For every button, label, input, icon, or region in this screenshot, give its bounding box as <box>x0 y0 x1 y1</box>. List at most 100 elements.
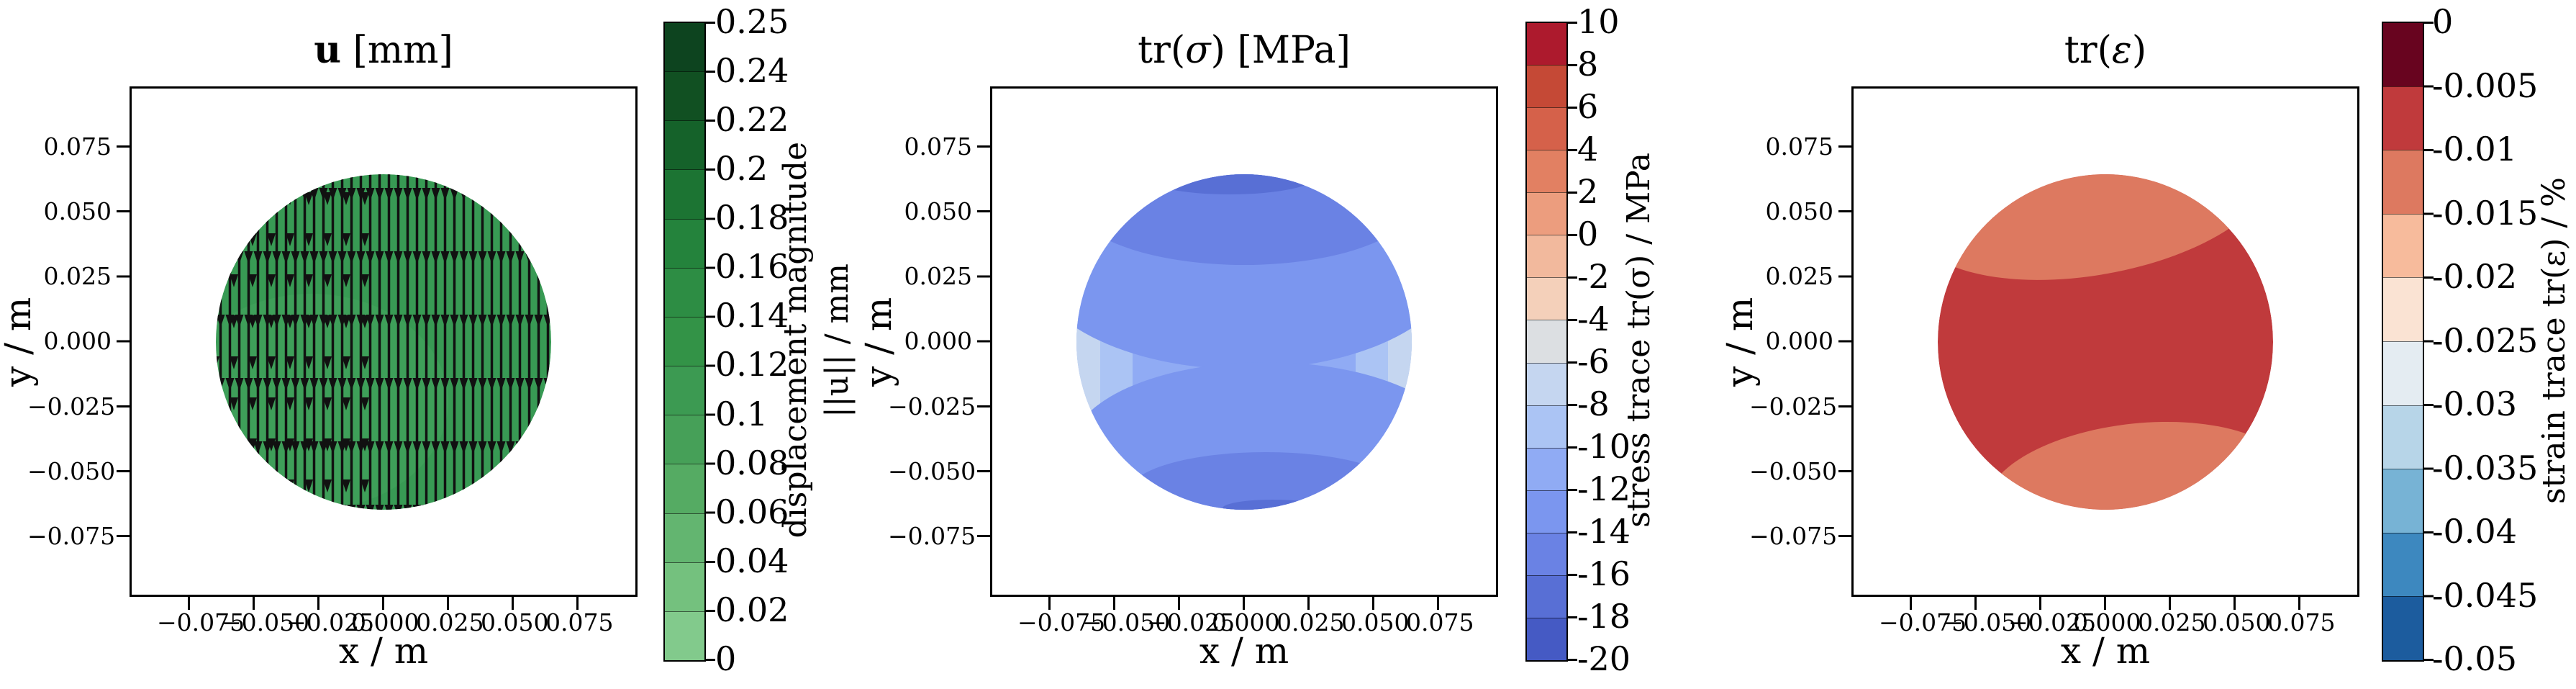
colorbar-segment <box>2383 469 2423 533</box>
y-tick-label: 0.075 <box>43 132 112 161</box>
x-tick-label: 0.025 <box>1276 608 1345 636</box>
x-tick-labels: −0.075 −0.050 −0.025 0.000 0.025 0.050 0.075 <box>1879 607 2335 639</box>
y-tick-label: 0.050 <box>1765 197 1833 226</box>
y-tick-label: −0.075 <box>888 521 976 550</box>
colorbar-tick-label: -0.035 <box>2432 448 2539 487</box>
x-tick-label: 0.050 <box>1341 608 1410 636</box>
title-pre: tr( <box>1138 29 1186 72</box>
colorbar-stress <box>1525 22 1568 662</box>
colorbar-tick-label: -0.05 <box>2432 639 2517 678</box>
colorbar-segment <box>665 23 704 72</box>
axes-displacement <box>130 86 638 597</box>
colorbar-tick-label: 0.12 <box>715 345 789 384</box>
stress-disk <box>1076 174 1412 510</box>
colorbar-displacement-label: displacement magnitude ||u|| / mm <box>777 4 856 676</box>
colorbar-segment <box>2383 341 2423 405</box>
x-tick-label: 0.000 <box>351 608 419 636</box>
y-tick-label: 0.025 <box>1765 262 1833 291</box>
colorbar-tick-label: 2 <box>1577 172 1599 211</box>
x-tick-marks <box>1048 597 1440 610</box>
colorbar-segment <box>1527 532 1566 575</box>
y-axis-label: y / m <box>858 297 899 387</box>
colorbar-segment <box>2383 23 2423 86</box>
colorbar-tick-label: 0.1 <box>715 394 768 433</box>
colorbar-segment <box>1527 65 1566 108</box>
colorbar-segment <box>665 120 704 170</box>
colorbar-strain <box>2382 22 2424 662</box>
colorbar-segment <box>2383 150 2423 214</box>
colorbar-tick-label: 6 <box>1577 87 1599 126</box>
colorbar-axis-label: stress trace tr(σ) / MPa <box>1620 153 1657 528</box>
colorbar-tick-label: -16 <box>1577 554 1631 593</box>
colorbar-tick-label: 0.08 <box>715 443 789 482</box>
colorbar-tick-label: -12 <box>1577 469 1631 508</box>
colorbar-segment <box>2383 213 2423 278</box>
colorbar-segment <box>2383 405 2423 469</box>
colorbar-tick-label: 0.22 <box>715 100 789 140</box>
y-tick-marks <box>1838 145 1851 539</box>
panel-strain-trace: tr(ε) −0.075 −0.050 −0.025 0.000 0.025 0.050 0… <box>1719 0 2359 689</box>
colorbar-segment <box>2383 532 2423 597</box>
colorbar-tick-label: -10 <box>1577 427 1631 466</box>
colorbar-segment <box>1527 362 1566 405</box>
x-tick-label: 0.075 <box>1406 608 1474 636</box>
x-tick-label: 0.025 <box>2138 608 2206 636</box>
colorbar-strain-tick-labels: 0 -0.005 -0.01 -0.015 -0.02 -0.025 -0.03 -0.035… <box>2432 4 2538 676</box>
panel-displacement: u [mm] <box>0 0 638 689</box>
colorbar-segment <box>1527 192 1566 235</box>
y-tick-label: 0.000 <box>904 327 972 356</box>
colorbar-displacement <box>663 22 706 662</box>
colorbar-tick-label: -18 <box>1577 597 1631 636</box>
colorbar-segment <box>665 71 704 121</box>
colorbar-segment <box>1527 235 1566 278</box>
strain-disk <box>1938 174 2273 510</box>
title-post: ) <box>2131 29 2147 72</box>
y-tick-labels: 0.075 0.050 0.025 0.000 −0.025 −0.050 −0.075 <box>27 114 116 569</box>
colorbar-strain-ticks <box>2423 22 2434 662</box>
colorbar-segment <box>665 169 704 219</box>
y-tick-marks <box>117 145 130 539</box>
y-tick-label: 0.000 <box>1765 327 1833 356</box>
colorbar-stress-tick-labels: 10 8 6 4 2 0 -2 -4 -6 -8 -10 -12 -14 -16 -18 -20 <box>1577 4 1631 676</box>
x-tick-label: 0.000 <box>2073 608 2141 636</box>
y-tick-label: 0.050 <box>904 197 972 226</box>
title-symbol: ε <box>2111 29 2132 72</box>
y-tick-label: 0.050 <box>43 197 112 226</box>
y-tick-label: −0.025 <box>27 392 116 420</box>
colorbar-segment <box>1527 277 1566 320</box>
x-tick-labels: −0.075 −0.050 −0.025 0.000 0.025 0.050 0.075 <box>157 607 613 639</box>
title-post: ) [MPa] <box>1210 29 1351 72</box>
panel-displacement-title: u [mm] <box>130 30 638 71</box>
colorbar-segment <box>665 415 704 464</box>
colorbar-segment <box>665 267 704 317</box>
panel-strain-title: tr(ε) <box>1851 30 2359 71</box>
colorbar-tick-label: 0.25 <box>715 2 789 41</box>
colorbar-tick-label: 4 <box>1577 130 1599 168</box>
panel-stress-title: tr(σ) [MPa] <box>990 30 1498 71</box>
x-axis-label: x / m <box>1199 630 1289 672</box>
colorbar-strain-label: strain trace tr(ε) / % <box>2536 4 2572 676</box>
colorbar-tick-label: 0.2 <box>715 149 768 189</box>
top-darker-band <box>1076 174 1412 265</box>
colorbar-tick-label: -0.01 <box>2432 130 2517 168</box>
title-post: [mm] <box>341 29 453 72</box>
title-symbol: u <box>314 28 342 72</box>
x-tick-marks <box>1910 597 2301 610</box>
top-salmon-lens <box>1938 174 2273 280</box>
colorbar-tick-label: 0.06 <box>715 492 789 531</box>
panel-stress-trace: tr(σ) [MPa] −0 <box>858 0 1498 689</box>
displacement-contour-plot <box>216 174 551 510</box>
y-tick-label: 0.075 <box>1765 132 1833 161</box>
x-axis-label: x / m <box>338 630 429 672</box>
colorbar-segment <box>665 218 704 268</box>
y-tick-label: 0.075 <box>904 132 972 161</box>
colorbar-tick-label: -14 <box>1577 512 1631 551</box>
y-tick-label: −0.050 <box>27 456 116 485</box>
y-tick-marks <box>977 145 990 539</box>
colorbar-tick-label: -8 <box>1577 384 1610 423</box>
colorbar-segment <box>1527 575 1566 618</box>
y-axis-label: y / m <box>0 297 39 387</box>
colorbar-segment <box>665 611 704 661</box>
right-lightest-band <box>1388 174 1412 510</box>
colorbar-axis-label: strain trace tr(ε) / % <box>2536 176 2572 504</box>
